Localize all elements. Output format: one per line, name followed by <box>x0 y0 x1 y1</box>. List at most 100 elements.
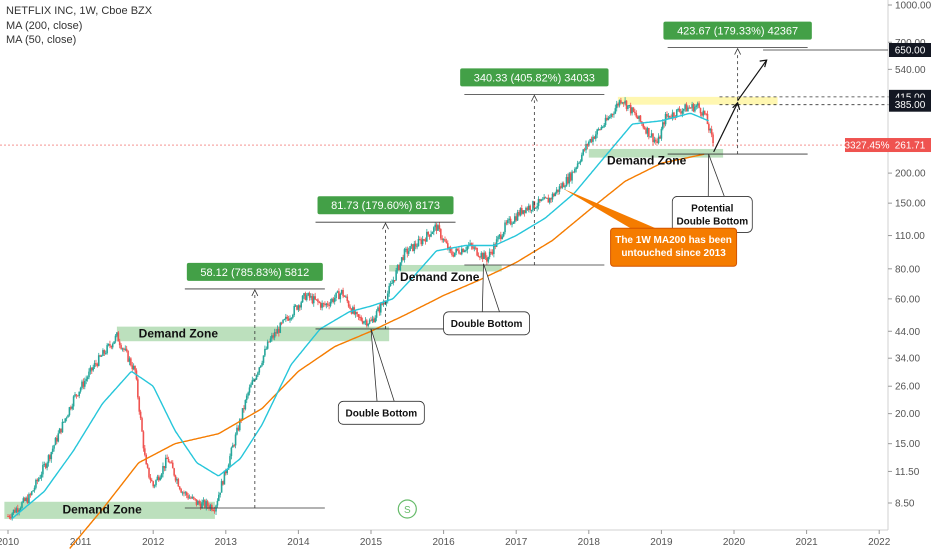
candle-body <box>568 173 571 184</box>
projection-arrow-1 <box>713 102 739 153</box>
candle-body <box>100 355 103 357</box>
candle-body <box>328 305 330 307</box>
x-tick-label: 2021 <box>795 537 818 548</box>
candle-body <box>632 107 635 112</box>
candle-body <box>414 243 417 247</box>
candle-body <box>310 296 312 298</box>
candle-body <box>241 408 244 420</box>
candle-body <box>624 100 626 104</box>
candle-body <box>465 249 467 251</box>
candle-body <box>169 462 171 464</box>
candle-body <box>155 480 157 486</box>
candle-body <box>99 355 101 357</box>
candle-body <box>233 445 235 447</box>
candle-body <box>495 239 498 247</box>
candle-body <box>159 477 161 481</box>
candle-body <box>534 207 537 209</box>
candle-body <box>178 486 181 490</box>
candle-body <box>318 301 321 303</box>
candle-body <box>386 293 389 302</box>
candle-body <box>63 421 65 423</box>
candle-body <box>322 303 325 305</box>
candle-body <box>393 280 396 282</box>
x-tick-label: 2018 <box>578 537 601 548</box>
candle-body <box>639 115 642 122</box>
candle-body <box>243 408 245 410</box>
candle-body <box>400 257 403 263</box>
candle-body <box>226 469 228 474</box>
ma50-line <box>11 112 709 520</box>
candle-body <box>562 183 565 188</box>
measure-badge <box>460 68 609 87</box>
candle-body <box>470 243 473 246</box>
candle-body <box>245 395 248 401</box>
candle-body <box>123 348 125 350</box>
candle-body <box>190 497 192 499</box>
candle-body <box>481 253 484 260</box>
measure-badge <box>663 21 812 40</box>
candle-body <box>311 296 314 304</box>
candle-body <box>705 113 707 115</box>
candle-body <box>385 301 388 304</box>
candle-body <box>643 127 646 129</box>
candle-body <box>191 496 194 499</box>
candle-body <box>486 257 488 262</box>
candle-body <box>685 104 688 112</box>
candle-body <box>681 110 684 114</box>
candle-body <box>490 251 492 253</box>
candle-body <box>93 363 96 368</box>
candle-body <box>367 323 370 326</box>
measure-badge <box>317 196 454 215</box>
candle-body <box>338 291 340 300</box>
candle-body <box>374 317 376 323</box>
candle-body <box>37 478 40 482</box>
candle-body <box>608 117 611 119</box>
candle-body <box>216 500 219 506</box>
candle-body <box>264 349 266 356</box>
candle-body <box>331 298 333 302</box>
y-tick-label: 20.00 <box>895 409 920 420</box>
candle-body <box>303 293 305 296</box>
candle-body <box>396 265 399 271</box>
candle-body <box>181 492 184 494</box>
candle-body <box>293 305 296 315</box>
candle-body <box>85 379 87 381</box>
candle-body <box>65 417 68 419</box>
candle-body <box>357 314 360 317</box>
candle-body <box>572 171 575 173</box>
y-tick-label: 110.00 <box>895 231 925 242</box>
candle-body <box>138 397 141 412</box>
candle-body <box>326 303 329 306</box>
candle-body <box>166 457 168 460</box>
candle-body <box>257 372 259 376</box>
ma200-legend[interactable]: MA (200, close) <box>6 20 83 32</box>
candle-body <box>668 115 671 118</box>
candle-body <box>410 244 413 247</box>
candle-body <box>698 103 700 108</box>
ma50-legend[interactable]: MA (50, close) <box>6 34 77 46</box>
measure-badge-label: 81.73 (179.60%) 8173 <box>331 200 440 212</box>
candle-body <box>491 252 494 255</box>
candle-body <box>35 479 37 488</box>
candle-body <box>487 257 490 262</box>
y-tick-label: 15.00 <box>895 439 920 450</box>
projection-arrow-2-head <box>759 59 768 68</box>
demand-zone-label: Demand Zone <box>607 153 687 167</box>
candle-body <box>171 462 174 469</box>
candle-body <box>402 257 404 260</box>
y-tick-label: 34.00 <box>895 354 920 365</box>
price-axis-label-bg <box>889 42 931 57</box>
candle-body <box>561 183 564 188</box>
candle-body <box>294 305 297 307</box>
projection-arrow-1-head <box>732 101 741 110</box>
candle-body <box>597 129 600 131</box>
candle-body <box>205 501 208 508</box>
y-tick-label: 11.50 <box>895 467 920 478</box>
candle-body <box>139 411 142 419</box>
candle-body <box>230 447 233 457</box>
candle-body <box>127 350 129 362</box>
candle-body <box>96 363 99 366</box>
measure-badge-label: 423.67 (179.33%) 42367 <box>677 26 798 38</box>
pct-label-bg <box>845 138 889 153</box>
